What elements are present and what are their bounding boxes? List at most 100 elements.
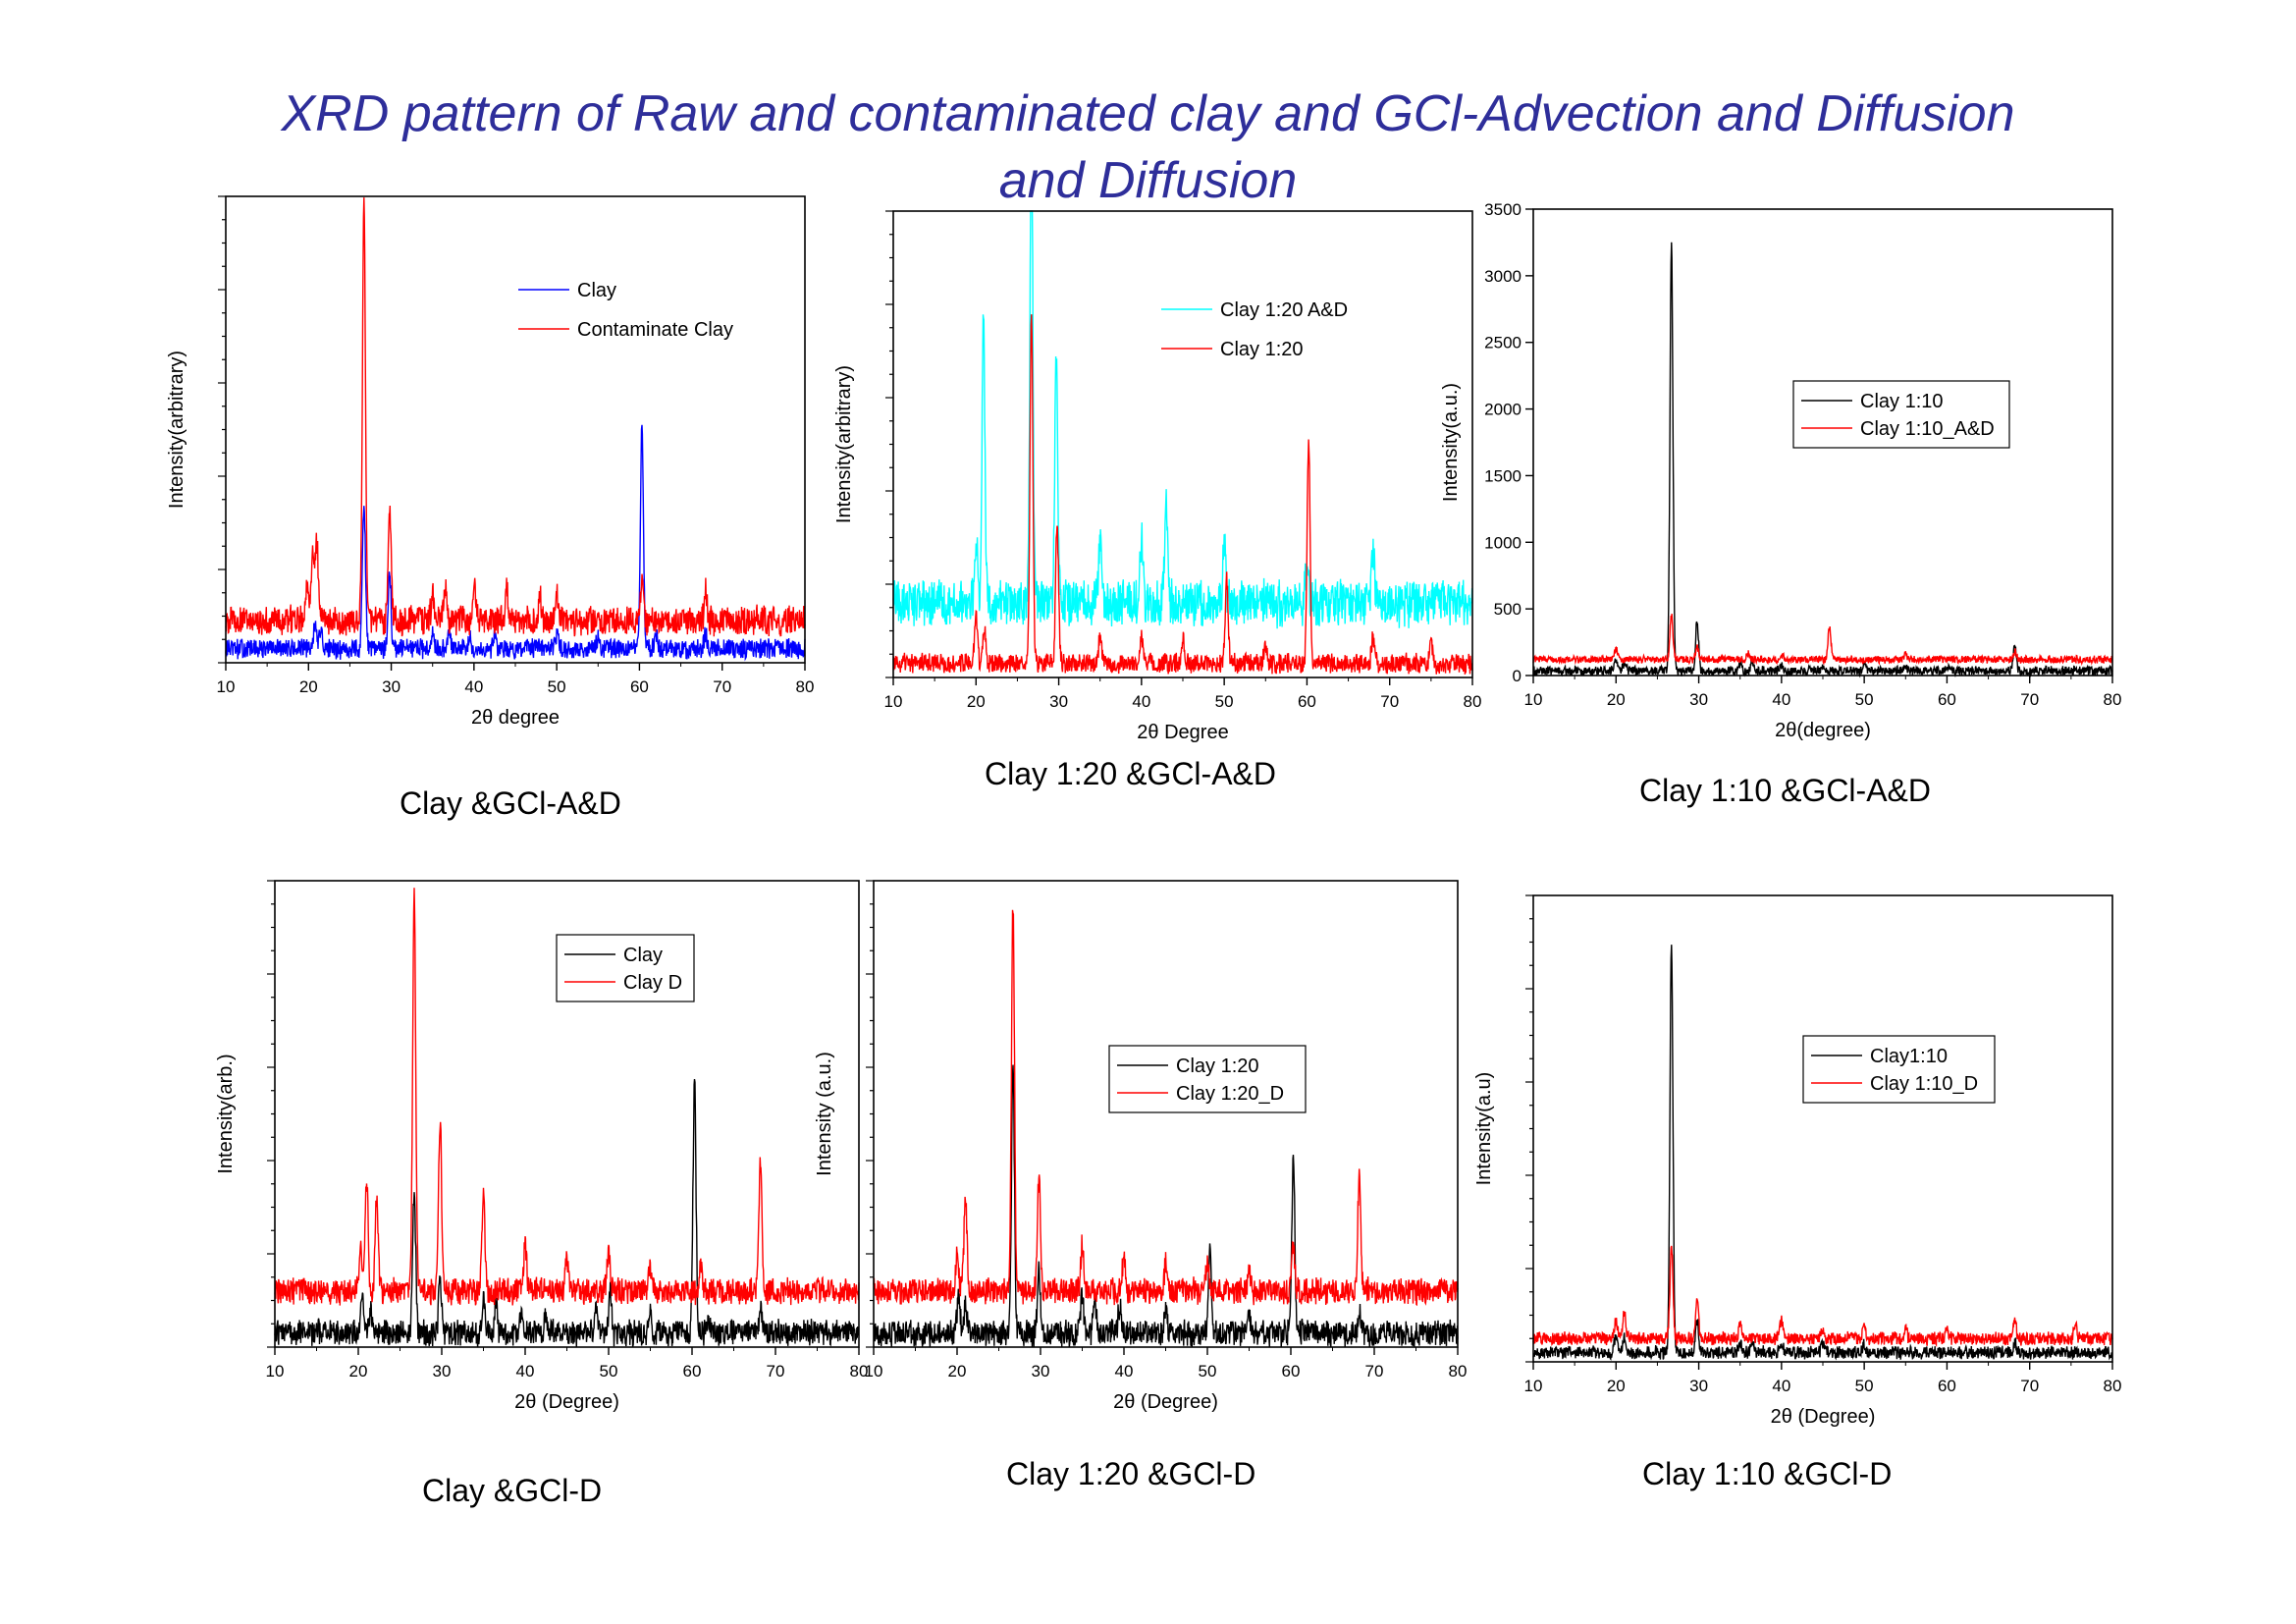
x-tick-label: 20 bbox=[299, 677, 318, 696]
y-axis-label: Intensity(arbitrary) bbox=[166, 351, 187, 509]
x-tick-label: 80 bbox=[1449, 1362, 1468, 1380]
x-tick-label: 70 bbox=[767, 1362, 785, 1380]
legend: Clay1:10 Clay 1:10_D bbox=[1802, 1035, 1996, 1104]
x-tick-label: 20 bbox=[948, 1362, 967, 1380]
x-tick-label: 80 bbox=[796, 677, 815, 696]
y-axis-label: Intensity(arbitrary) bbox=[833, 365, 855, 523]
legend: Clay 1:20 Clay 1:20_D bbox=[1108, 1045, 1307, 1113]
x-tick-label: 30 bbox=[1689, 1377, 1708, 1395]
y-tick-label: 1500 bbox=[1484, 466, 1522, 485]
y-axis-label: Intensity (a.u.) bbox=[814, 1052, 835, 1176]
legend-box bbox=[1802, 1035, 1996, 1104]
x-tick-label: 10 bbox=[266, 1362, 285, 1380]
x-axis-label: 2θ (Degree) bbox=[1771, 1406, 1876, 1428]
x-tick-label: 30 bbox=[1049, 692, 1068, 711]
series-line-2 bbox=[274, 888, 860, 1306]
series-line-1 bbox=[1532, 242, 2113, 678]
y-tick-label: 2000 bbox=[1484, 401, 1522, 419]
plot-frame bbox=[1532, 894, 2113, 1363]
legend-box bbox=[1792, 380, 2010, 449]
x-tick-label: 70 bbox=[1365, 1362, 1384, 1380]
x-tick-label: 50 bbox=[1215, 692, 1234, 711]
x-tick-label: 50 bbox=[1855, 1377, 1874, 1395]
x-tick-label: 40 bbox=[1772, 1377, 1790, 1395]
x-tick-label: 60 bbox=[1298, 692, 1316, 711]
caption-clay120-gcl-ad: Clay 1:20 &GCl-A&D bbox=[985, 756, 1276, 791]
x-tick-label: 80 bbox=[2104, 1377, 2122, 1395]
series-line-2 bbox=[1532, 1245, 2113, 1348]
x-axis-label: 2θ (Degree) bbox=[514, 1391, 619, 1413]
y-tick-label: 2500 bbox=[1484, 334, 1522, 352]
y-axis-label: Intensity(a.u.) bbox=[1440, 383, 1462, 502]
x-tick-label: 60 bbox=[630, 677, 649, 696]
caption-clay110-gcl-ad: Clay 1:10 &GCl-A&D bbox=[1639, 773, 1931, 808]
x-tick-label: 20 bbox=[1607, 690, 1626, 709]
series-line-1 bbox=[1532, 945, 2113, 1361]
x-tick-label: 40 bbox=[464, 677, 483, 696]
y-tick-label: 500 bbox=[1494, 600, 1522, 619]
series-line-2 bbox=[225, 197, 806, 637]
x-axis-label: 2θ degree bbox=[471, 707, 560, 729]
legend: Clay Clay D bbox=[556, 934, 695, 1002]
x-tick-label: 50 bbox=[1199, 1362, 1217, 1380]
legend-label: Contaminate Clay bbox=[577, 319, 733, 341]
legend-label: Clay 1:10_A&D bbox=[1860, 418, 1995, 440]
plot-frame bbox=[1532, 208, 2113, 677]
caption-clay-gcl-d: Clay &GCl-D bbox=[422, 1473, 603, 1508]
caption-clay-gcl-ad: Clay &GCl-A&D bbox=[400, 785, 621, 821]
x-tick-label: 70 bbox=[1380, 692, 1399, 711]
x-tick-label: 50 bbox=[548, 677, 566, 696]
x-tick-label: 20 bbox=[349, 1362, 368, 1380]
title-line-1: XRD pattern of Raw and contaminated clay… bbox=[281, 85, 2015, 142]
legend-label: Clay bbox=[577, 280, 616, 301]
legend-label: Clay 1:20 bbox=[1220, 339, 1304, 360]
legend: Clay Contaminate Clay bbox=[518, 280, 733, 341]
title-line-2: and Diffusion bbox=[998, 152, 1298, 209]
x-tick-label: 80 bbox=[2104, 690, 2122, 709]
plot-frame bbox=[873, 880, 1459, 1348]
legend-label: Clay 1:10_D bbox=[1870, 1073, 1978, 1095]
y-axis-label: Intensity(arb.) bbox=[215, 1054, 237, 1173]
x-tick-label: 60 bbox=[683, 1362, 702, 1380]
legend-label: Clay 1:20 A&D bbox=[1220, 299, 1348, 321]
series-line-1 bbox=[873, 1064, 1459, 1348]
x-tick-label: 30 bbox=[1689, 690, 1708, 709]
legend-label: Clay 1:20 bbox=[1176, 1056, 1259, 1077]
series-line-2 bbox=[1532, 614, 2113, 667]
x-tick-label: 70 bbox=[2020, 1377, 2039, 1395]
legend-box bbox=[556, 934, 695, 1002]
x-tick-label: 80 bbox=[850, 1362, 869, 1380]
x-tick-label: 40 bbox=[516, 1362, 535, 1380]
legend-label: Clay 1:10 bbox=[1860, 391, 1944, 412]
x-axis-label: 2θ(degree) bbox=[1775, 720, 1871, 741]
series-line-2 bbox=[892, 314, 1473, 675]
y-tick-label: 1000 bbox=[1484, 533, 1522, 552]
x-tick-label: 20 bbox=[1607, 1377, 1626, 1395]
plot-frame bbox=[225, 195, 806, 664]
x-tick-label: 80 bbox=[1464, 692, 1482, 711]
caption-clay120-gcl-d: Clay 1:20 &GCl-D bbox=[1006, 1456, 1256, 1491]
x-tick-label: 70 bbox=[713, 677, 731, 696]
x-tick-label: 50 bbox=[1855, 690, 1874, 709]
legend: Clay 1:20 A&D Clay 1:20 bbox=[1161, 299, 1348, 360]
legend-box bbox=[1108, 1045, 1307, 1113]
x-axis-label: 2θ Degree bbox=[1137, 722, 1228, 743]
caption-clay110-gcl-d: Clay 1:10 &GCl-D bbox=[1642, 1456, 1893, 1491]
x-tick-label: 20 bbox=[967, 692, 986, 711]
x-tick-label: 10 bbox=[217, 677, 236, 696]
x-tick-label: 30 bbox=[1032, 1362, 1050, 1380]
legend-label: Clay D bbox=[623, 972, 682, 994]
y-tick-label: 0 bbox=[1513, 667, 1522, 685]
x-tick-label: 40 bbox=[1115, 1362, 1134, 1380]
legend-label: Clay 1:20_D bbox=[1176, 1083, 1284, 1105]
series-line-1 bbox=[892, 210, 1473, 629]
legend-label: Clay bbox=[623, 945, 663, 966]
x-tick-label: 10 bbox=[865, 1362, 883, 1380]
legend: Clay 1:10 Clay 1:10_A&D bbox=[1792, 380, 2010, 449]
legend-label: Clay1:10 bbox=[1870, 1046, 1948, 1067]
x-tick-label: 30 bbox=[382, 677, 400, 696]
